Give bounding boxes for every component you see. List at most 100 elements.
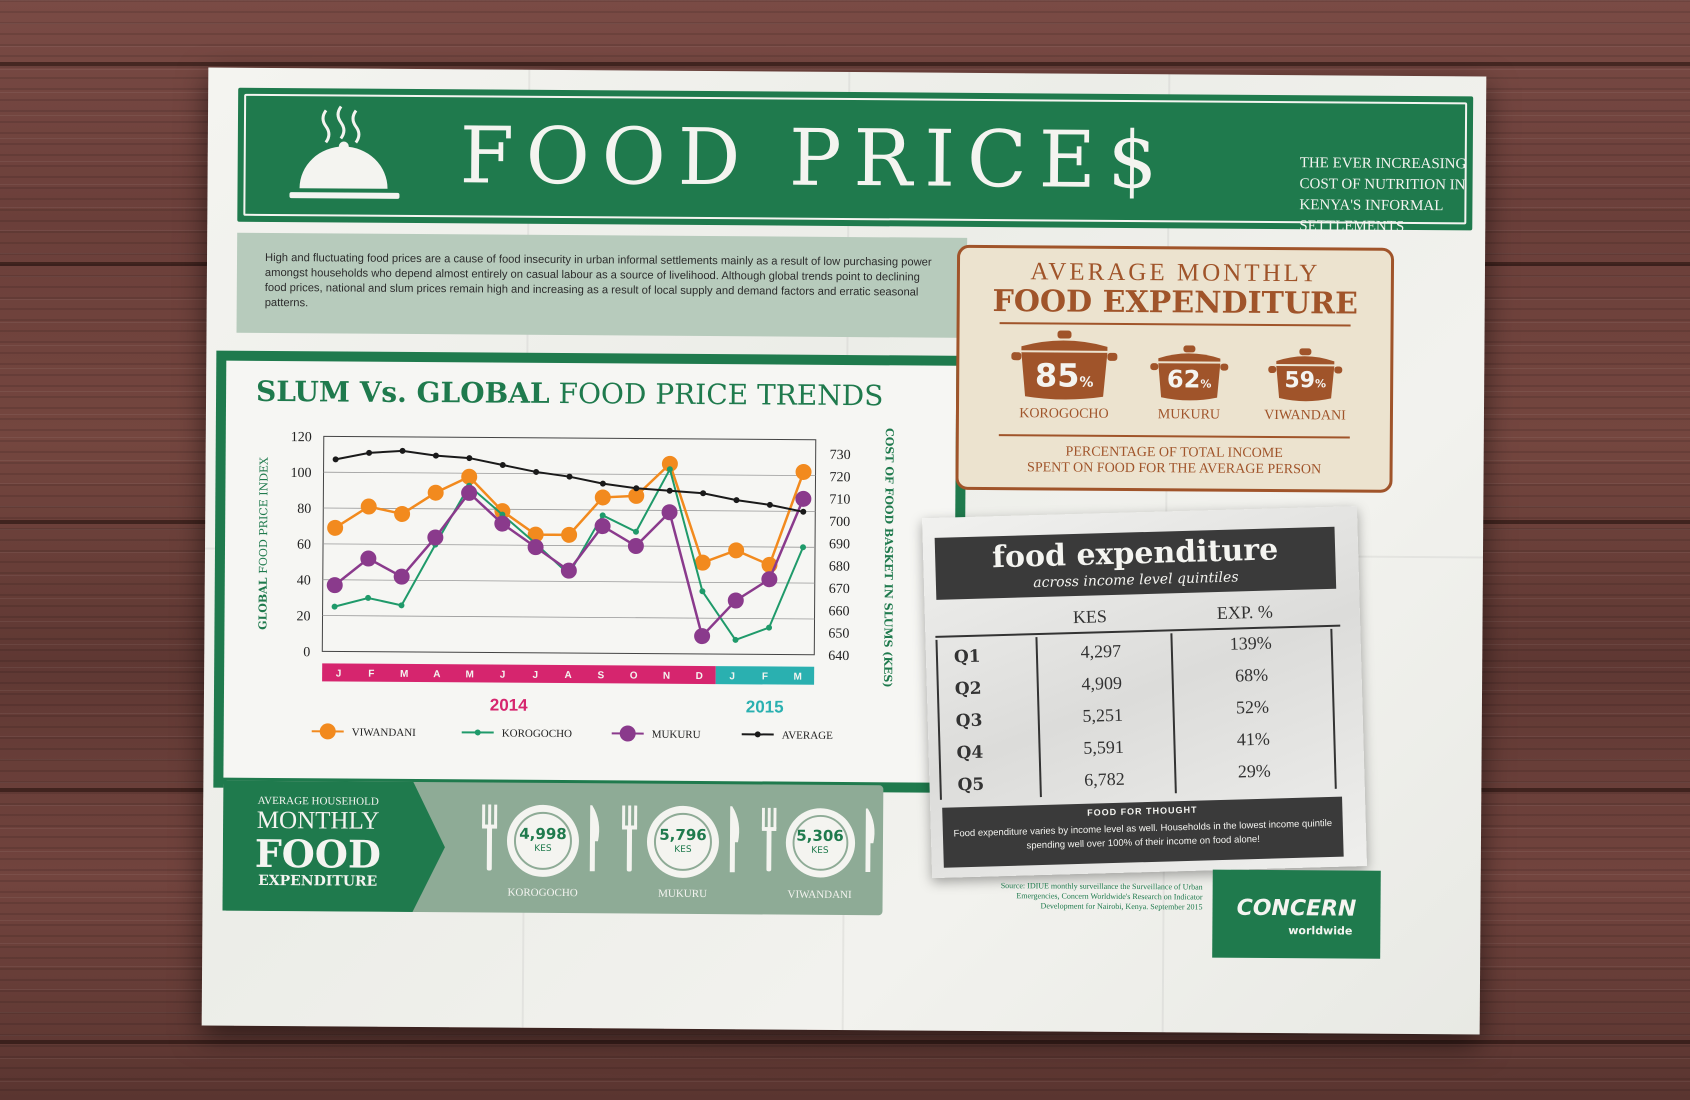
y-tick-left: 100 bbox=[290, 466, 311, 481]
data-point bbox=[800, 508, 807, 515]
pot-value: 85 bbox=[1034, 356, 1080, 395]
food-for-thought-box: FOOD FOR THOUGHT Food expenditure varies… bbox=[942, 796, 1344, 868]
data-point bbox=[694, 628, 711, 645]
household-line-1: AVERAGE HOUSEHOLD bbox=[257, 794, 379, 808]
header-banner: FOOD PRICE$ THE EVER INCREASING COST OF … bbox=[237, 87, 1474, 235]
y-tick-right: 640 bbox=[828, 649, 849, 664]
data-point bbox=[332, 456, 339, 463]
data-point bbox=[561, 526, 578, 543]
y-tick-right: 660 bbox=[829, 604, 850, 619]
data-point bbox=[666, 466, 673, 473]
x-tick: M bbox=[400, 669, 408, 680]
year-label: 2015 bbox=[746, 697, 784, 716]
y-tick-right: 680 bbox=[829, 560, 850, 575]
data-point bbox=[599, 480, 606, 487]
y-tick-right: 710 bbox=[829, 493, 850, 508]
x-tick: S bbox=[598, 670, 605, 681]
infographic-poster: FOOD PRICE$ THE EVER INCREASING COST OF … bbox=[201, 67, 1487, 1035]
quintile-card: food expenditure across income level qui… bbox=[922, 506, 1367, 879]
legend-marker bbox=[754, 731, 761, 738]
quintile-banner: food expenditure across income level qui… bbox=[934, 526, 1337, 600]
avg-footnote-line-2: SPENT ON FOOD FOR THE AVERAGE PERSON bbox=[1027, 460, 1322, 478]
year-label: 2014 bbox=[490, 696, 528, 715]
y-axis-label-right: COST OF FOOD BASKET IN SLUMS (KES) bbox=[881, 428, 896, 688]
year-band bbox=[322, 663, 716, 685]
data-point bbox=[398, 602, 405, 609]
legend-label: VIWANDANI bbox=[352, 727, 417, 739]
avg-expenditure-box: AVERAGE MONTHLY FOOD EXPENDITURE 85% KOR… bbox=[955, 244, 1395, 493]
data-point bbox=[599, 512, 606, 519]
intro-paragraph: High and fluctuating food prices are a c… bbox=[236, 232, 968, 338]
data-point bbox=[327, 519, 344, 536]
quintile-exp: 68% bbox=[1234, 664, 1269, 686]
x-tick: M bbox=[466, 669, 474, 680]
pot-label: MUKURU bbox=[1157, 407, 1221, 423]
household-line-4: EXPENDITURE bbox=[258, 872, 378, 890]
data-point bbox=[494, 503, 511, 520]
pot-unit: % bbox=[1079, 374, 1094, 391]
y-tick-right: 670 bbox=[829, 582, 850, 597]
data-point bbox=[360, 550, 377, 567]
data-point bbox=[694, 554, 711, 571]
year-band bbox=[715, 666, 815, 685]
pot-unit: % bbox=[1314, 377, 1327, 391]
household-expenditure-strip: AVERAGE HOUSEHOLD MONTHLY FOOD EXPENDITU… bbox=[222, 780, 884, 916]
data-point bbox=[766, 501, 773, 508]
x-tick: J bbox=[729, 671, 735, 682]
x-tick: F bbox=[368, 669, 374, 680]
data-point bbox=[627, 538, 644, 555]
cloche-icon bbox=[289, 105, 400, 199]
x-tick: J bbox=[336, 668, 342, 679]
data-point bbox=[432, 452, 439, 459]
plate-icon: 4,998 KES bbox=[478, 800, 609, 881]
data-point bbox=[661, 455, 678, 472]
avg-footnote: PERCENTAGE OF TOTAL INCOME SPENT ON FOOD… bbox=[959, 444, 1390, 479]
data-point bbox=[594, 518, 611, 535]
household-arrow bbox=[222, 780, 445, 912]
y-tick-left: 40 bbox=[297, 574, 311, 589]
data-point bbox=[795, 490, 812, 507]
x-tick: M bbox=[794, 672, 802, 683]
data-point bbox=[632, 528, 639, 535]
quintile-kes: 4,909 bbox=[1081, 672, 1123, 694]
y-tick-left: 20 bbox=[296, 609, 310, 624]
pot-unit: % bbox=[1200, 377, 1212, 391]
plate-label: VIWANDANI bbox=[787, 888, 852, 902]
data-point bbox=[766, 624, 773, 631]
x-tick: A bbox=[564, 670, 571, 681]
quintile-kes: 4,297 bbox=[1080, 640, 1122, 662]
legend-label: AVERAGE bbox=[782, 730, 833, 742]
quintile-exp: 41% bbox=[1236, 728, 1271, 750]
legend-label: MUKURU bbox=[652, 729, 701, 741]
page-subtitle: THE EVER INCREASING COST OF NUTRITION IN… bbox=[1299, 155, 1467, 235]
plate-icon: 5,306 KES bbox=[758, 802, 884, 883]
quintile-label: Q4 bbox=[956, 742, 984, 764]
x-tick: A bbox=[433, 669, 440, 680]
data-point bbox=[733, 497, 740, 504]
pot-value: 62 bbox=[1166, 365, 1201, 394]
legend-marker bbox=[619, 725, 636, 742]
source-note: Source: IDIUE monthly surveillance the S… bbox=[1000, 881, 1203, 912]
legend-marker bbox=[474, 729, 481, 736]
quintile-label: Q2 bbox=[954, 678, 982, 700]
y-tick-left: 0 bbox=[303, 645, 310, 660]
data-point bbox=[594, 489, 611, 506]
col-header-kes: KES bbox=[1072, 606, 1108, 628]
data-point bbox=[666, 487, 673, 494]
logo-name: CONCERN bbox=[1236, 895, 1357, 922]
x-tick: O bbox=[630, 671, 638, 682]
household-line-3: FOOD bbox=[254, 830, 382, 877]
data-point bbox=[727, 592, 744, 609]
data-point bbox=[527, 526, 544, 543]
plate-unit: KES bbox=[811, 845, 829, 856]
concern-logo: CONCERN worldwide bbox=[1212, 869, 1381, 959]
quintile-kes: 5,251 bbox=[1082, 704, 1124, 726]
data-point bbox=[761, 571, 778, 588]
plate-unit: KES bbox=[674, 844, 692, 855]
data-point bbox=[699, 588, 706, 595]
data-point bbox=[533, 468, 540, 475]
y-tick-right: 700 bbox=[829, 515, 850, 530]
quintile-label: Q3 bbox=[955, 710, 983, 732]
plate-value: 5,306 bbox=[796, 826, 844, 846]
y-axis-label-left-rest: FOOD PRICE INDEX bbox=[257, 457, 271, 574]
